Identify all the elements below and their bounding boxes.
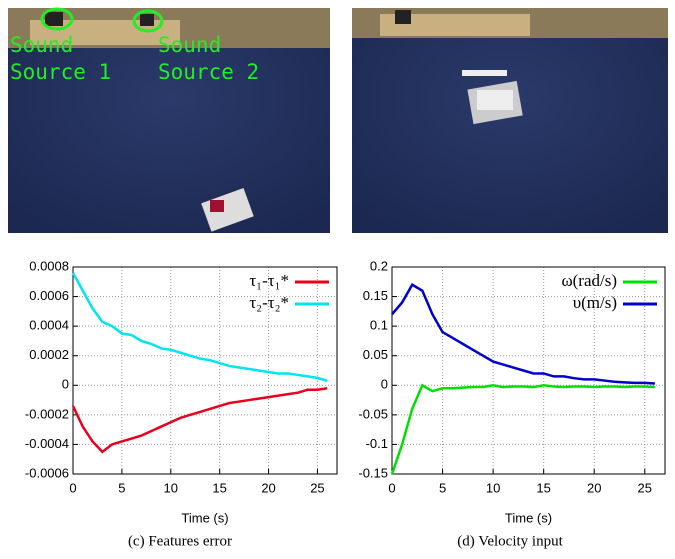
legend-label: τ₂-τ₂* [249, 293, 289, 312]
y-tick-label: 0 [381, 377, 388, 392]
legend-label: τ₁-τ₁* [249, 271, 289, 290]
y-tick-label: -0.1 [366, 436, 388, 451]
legend-label: υ(m/s) [573, 293, 617, 312]
x-tick-label: 15 [536, 480, 550, 495]
x-tick-label: 10 [486, 480, 500, 495]
y-tick-label: -0.0006 [25, 465, 69, 480]
x-tick-label: 25 [638, 480, 652, 495]
x-axis-label: Time (s) [505, 510, 552, 525]
x-tick-label: 0 [388, 480, 395, 495]
y-tick-label: 0.0002 [29, 347, 69, 362]
y-tick-label: 0.15 [363, 288, 388, 303]
x-axis-label: Time (s) [181, 510, 228, 525]
caption: (c) Features error [128, 533, 232, 549]
y-tick-label: -0.05 [358, 406, 388, 421]
y-tick-label: 0.0006 [29, 288, 69, 303]
photo-label: Sound [10, 33, 73, 57]
y-tick-label: 0.1 [370, 318, 388, 333]
x-tick-label: 5 [439, 480, 446, 495]
y-tick-label: 0.0008 [29, 258, 69, 273]
y-tick-label: 0.05 [363, 347, 388, 362]
x-tick-label: 15 [212, 480, 226, 495]
x-tick-label: 20 [587, 480, 601, 495]
photo-label: Source 1 [10, 60, 111, 84]
photo-right [352, 8, 668, 233]
y-tick-label: -0.15 [358, 465, 388, 480]
x-tick-label: 25 [310, 480, 324, 495]
legend-label: ω(rad/s) [561, 271, 617, 290]
x-tick-label: 10 [164, 480, 178, 495]
series-line [71, 387, 328, 454]
y-tick-label: -0.0002 [25, 406, 69, 421]
x-tick-label: 0 [69, 480, 76, 495]
x-tick-label: 20 [261, 480, 275, 495]
series-line [71, 272, 328, 383]
plot-frame [72, 266, 338, 475]
y-tick-label: 0.2 [370, 258, 388, 273]
caption: (d) Velocity input [457, 533, 563, 549]
y-tick-label: 0 [62, 377, 69, 392]
x-tick-label: 5 [118, 480, 125, 495]
plot-frame [391, 266, 666, 475]
photo-label: Source 2 [158, 60, 259, 84]
photo-left: Sound Source 1 Sound Source 2 [8, 7, 330, 233]
series-line [390, 383, 655, 475]
y-tick-label: 0.0004 [29, 318, 69, 333]
y-tick-label: -0.0004 [25, 436, 69, 451]
photo-label: Sound [158, 33, 221, 57]
series-line [391, 283, 655, 385]
